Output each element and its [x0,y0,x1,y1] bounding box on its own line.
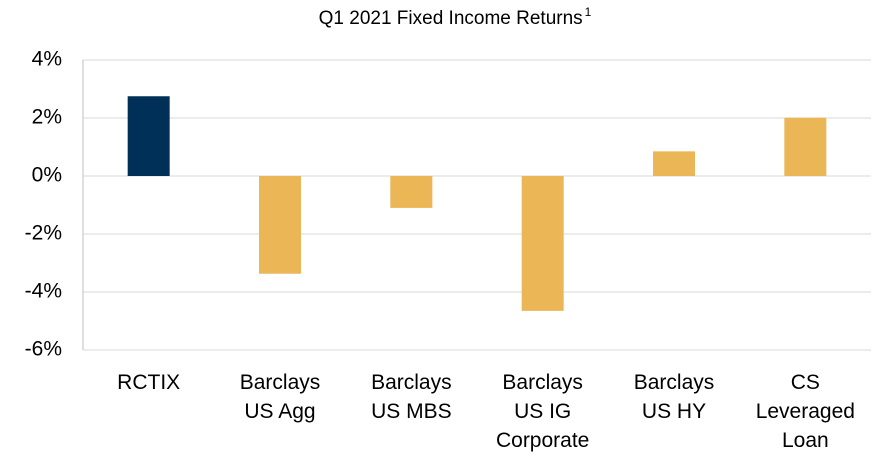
x-tick-line: Corporate [496,429,589,452]
x-tick-line: Barclays [371,371,452,394]
x-tick-label: Barclays US IG Corporate [496,371,589,452]
y-tick-label: 2% [32,106,62,129]
x-tick-line: Barclays [634,371,715,394]
y-tick-label: -4% [25,280,62,303]
x-tick-line: Loan [782,429,829,452]
title-text: Q1 2021 Fixed Income Returns [319,8,583,29]
bar [653,151,695,176]
bar [390,176,433,208]
y-tick-label: 0% [32,164,62,187]
x-tick-line: RCTIX [117,371,180,394]
x-tick-label: Barclays US Agg [240,371,321,423]
x-tick-label: RCTIX [117,371,180,394]
x-tick-line: US IG [514,400,571,423]
title-note: 1 [585,5,592,19]
x-tick-label: Barclays US HY [634,371,715,423]
x-tick-line: US MBS [371,400,452,423]
bar [127,96,170,176]
bar [784,117,827,176]
bar [521,176,564,311]
y-tick-label: -2% [25,222,62,245]
x-tick-line: US HY [642,400,706,423]
x-tick-line: CS [791,371,820,394]
bar [259,176,301,274]
chart-title: Q1 2021 Fixed Income Returns 1 [319,5,592,29]
x-tick-line: Barclays [240,371,321,394]
x-tick-label: CS Leveraged Loan [756,371,855,452]
x-tick-label: Barclays US MBS [371,371,452,423]
x-tick-line: US Agg [244,400,315,423]
x-tick-line: Barclays [502,371,583,394]
y-tick-label: 4% [32,48,62,71]
x-tick-line: Leveraged [756,400,855,423]
y-tick-label: -6% [25,338,62,361]
